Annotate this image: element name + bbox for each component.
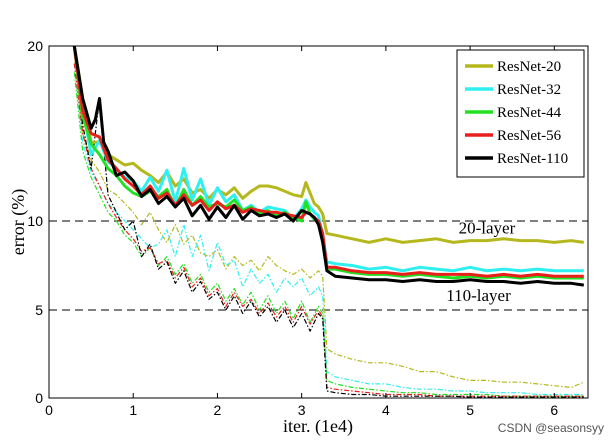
legend-label: ResNet-44 xyxy=(497,105,562,121)
annotation-20-layer: 20-layer xyxy=(459,218,516,237)
train-error-series xyxy=(73,46,585,398)
series-line-resnet-32 xyxy=(72,46,584,273)
x-axis-label: iter. (1e4) xyxy=(283,416,353,437)
x-tick-label: 5 xyxy=(466,402,474,418)
y-tick-label: 20 xyxy=(27,38,43,54)
series-line-resnet-20 xyxy=(72,46,585,244)
legend: ResNet-20 ResNet-32 ResNet-44 ResNet-56 ResN… xyxy=(456,49,585,178)
plot-frame xyxy=(48,45,589,399)
x-tick-label: 0 xyxy=(45,402,53,418)
x-tick-label: 3 xyxy=(298,402,306,418)
watermark: CSDN @seasonsyy xyxy=(498,421,604,435)
legend-label: ResNet-32 xyxy=(497,82,561,98)
legend-label: ResNet-110 xyxy=(497,151,568,167)
x-tick-label: 4 xyxy=(382,402,390,418)
x-axis: 0 1 2 3 4 5 6 xyxy=(45,46,558,418)
y-tick-label: 5 xyxy=(35,302,43,318)
series-line-resnet-110 xyxy=(72,46,585,287)
y-tick-label: 0 xyxy=(35,390,43,406)
train-line-3 xyxy=(73,72,584,397)
legend-label: ResNet-56 xyxy=(497,128,562,144)
train-line-5 xyxy=(73,46,584,398)
annotation-110-layer: 110-layer xyxy=(446,286,511,305)
series-line-resnet-56 xyxy=(72,46,584,278)
legend-label: ResNet-20 xyxy=(497,59,561,75)
y-tick-label: 10 xyxy=(27,213,43,229)
test-error-series xyxy=(72,46,585,287)
train-line-2 xyxy=(73,63,584,396)
y-axis-label: error (%) xyxy=(8,189,29,255)
train-line-1 xyxy=(73,54,585,388)
x-tick-label: 6 xyxy=(550,402,558,418)
x-tick-label: 1 xyxy=(129,402,137,418)
x-tick-label: 2 xyxy=(214,402,222,418)
y-axis: 0 5 10 20 xyxy=(27,38,588,406)
